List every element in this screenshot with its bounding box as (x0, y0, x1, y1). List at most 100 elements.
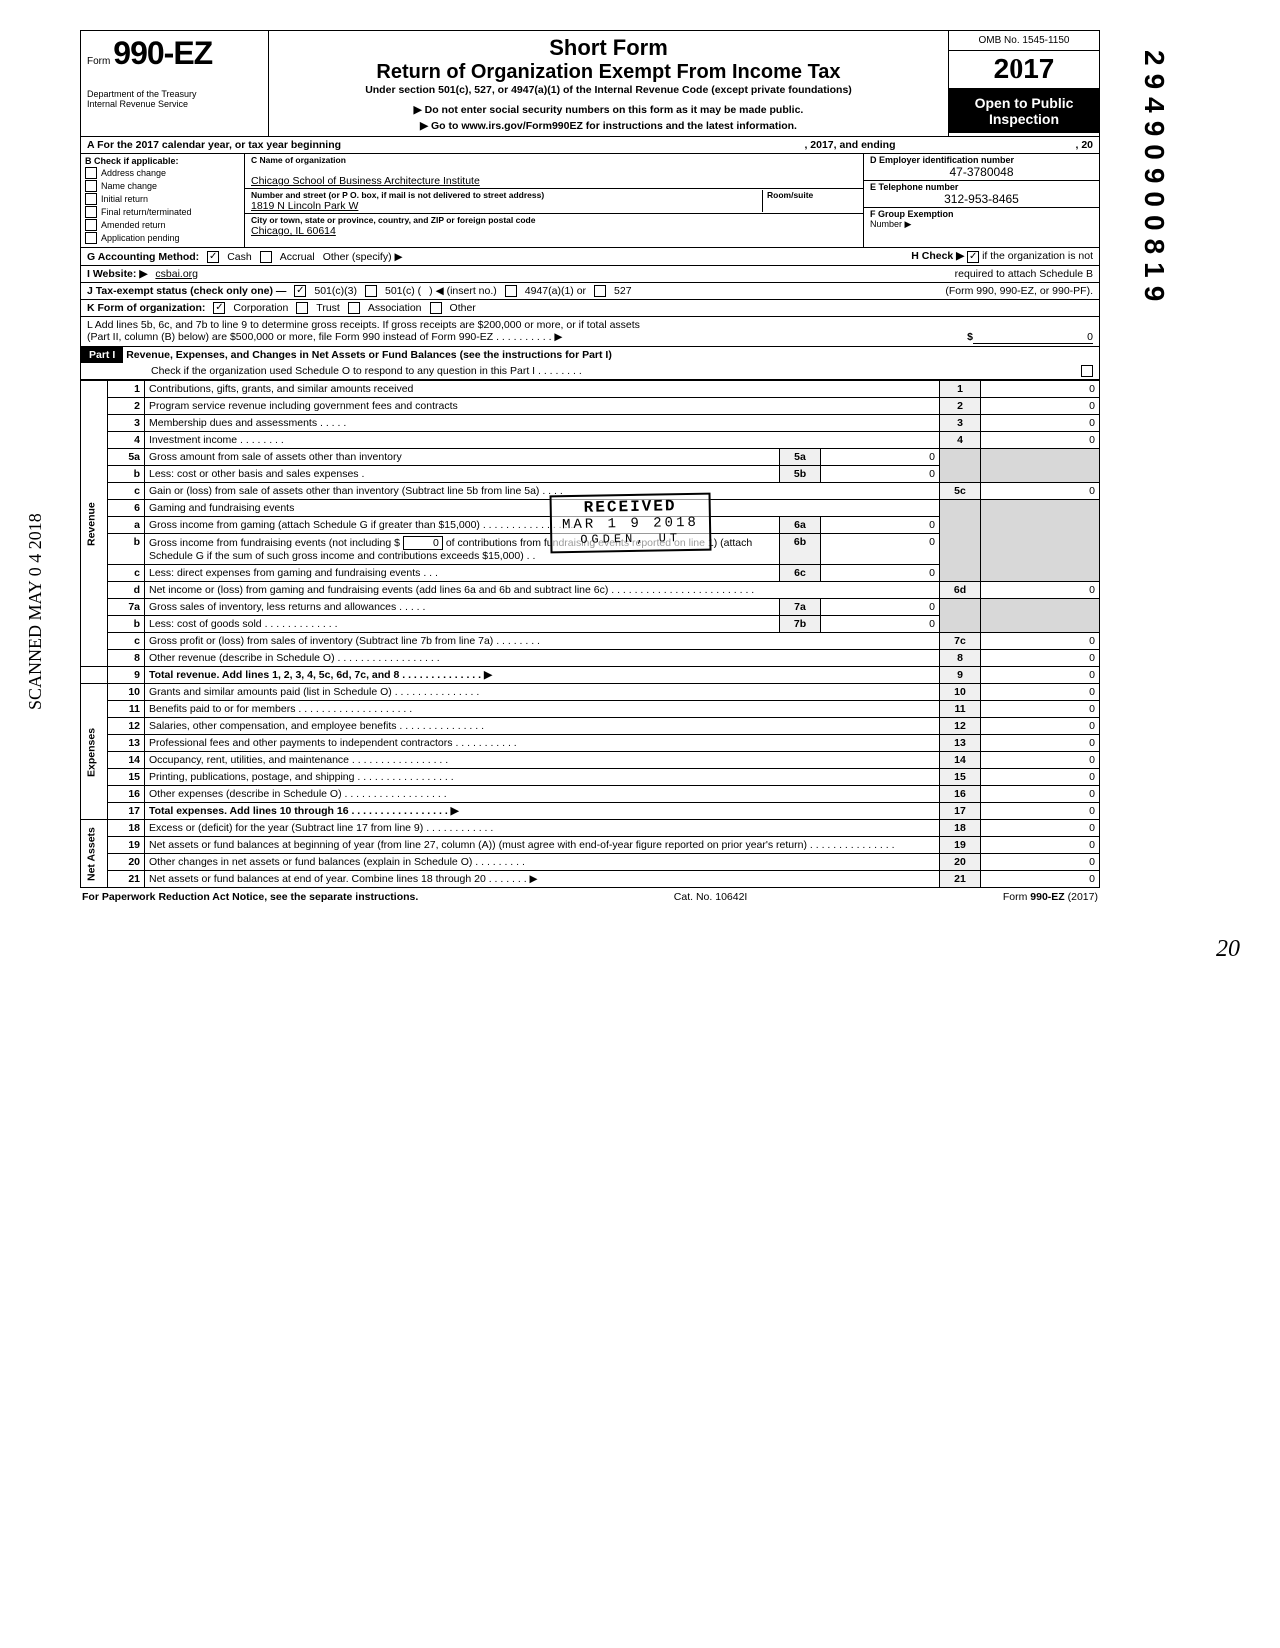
line-2-desc: Program service revenue including govern… (145, 398, 940, 415)
line-4-amt: 0 (981, 432, 1100, 449)
line-7a-desc: Gross sales of inventory, less returns a… (145, 599, 780, 616)
goto-url: ▶ Go to www.irs.gov/Form990EZ for instru… (277, 120, 940, 132)
footer: For Paperwork Reduction Act Notice, see … (80, 888, 1100, 906)
phone: 312-953-8465 (870, 192, 1093, 206)
chk-amended-return[interactable] (85, 219, 97, 231)
line-5b-desc: Less: cost or other basis and sales expe… (145, 466, 780, 483)
line-19-desc: Net assets or fund balances at beginning… (145, 837, 940, 854)
footer-mid: Cat. No. 10642I (674, 891, 748, 903)
line-2-amt: 0 (981, 398, 1100, 415)
sidetab-netassets: Net Assets (81, 820, 108, 888)
street-label: Number and street (or P O. box, if mail … (251, 190, 762, 200)
line-20-amt: 0 (981, 854, 1100, 871)
org-name-label: C Name of organization (251, 155, 857, 165)
line-21-amt: 0 (981, 871, 1100, 888)
org-name: Chicago School of Business Architecture … (251, 175, 857, 187)
form-number: 990-EZ (113, 35, 212, 71)
part1-label: Part I (81, 347, 123, 363)
line-13-desc: Professional fees and other payments to … (145, 735, 940, 752)
row-j-tax-exempt: J Tax-exempt status (check only one) — 5… (80, 282, 1100, 299)
return-title: Return of Organization Exempt From Incom… (277, 61, 940, 84)
line-18-amt: 0 (981, 820, 1100, 837)
chk-501c3[interactable] (294, 285, 306, 297)
line-3-amt: 0 (981, 415, 1100, 432)
line-5a-desc: Gross amount from sale of assets other t… (145, 449, 780, 466)
line-11-amt: 0 (981, 701, 1100, 718)
line-6b-amt: 0 (821, 534, 940, 565)
ein-label: D Employer identification number (870, 155, 1014, 165)
line-4-desc: Investment income . . . . . . . . (145, 432, 940, 449)
line-8-amt: 0 (981, 650, 1100, 667)
line-5a-amt: 0 (821, 449, 940, 466)
chk-application-pending[interactable] (85, 232, 97, 244)
line-5b-amt: 0 (821, 466, 940, 483)
line-15-amt: 0 (981, 769, 1100, 786)
chk-schedule-o-part1[interactable] (1081, 365, 1093, 377)
chk-4947[interactable] (505, 285, 517, 297)
line-6c-amt: 0 (821, 565, 940, 582)
chk-527[interactable] (594, 285, 606, 297)
shade-5 (940, 449, 981, 483)
line-11-desc: Benefits paid to or for members . . . . … (145, 701, 940, 718)
chk-schedule-b[interactable] (967, 251, 979, 263)
line-21-desc: Net assets or fund balances at end of ye… (145, 871, 940, 888)
sidetab-revenue: Revenue (81, 381, 108, 667)
row-g-accounting: G Accounting Method: Cash Accrual Other … (80, 247, 1100, 265)
chk-initial-return[interactable] (85, 193, 97, 205)
chk-501c[interactable] (365, 285, 377, 297)
line-18-desc: Excess or (deficit) for the year (Subtra… (145, 820, 940, 837)
line-7c-desc: Gross profit or (loss) from sales of inv… (145, 633, 940, 650)
chk-corporation[interactable] (213, 302, 225, 314)
chk-trust[interactable] (296, 302, 308, 314)
line-16-amt: 0 (981, 786, 1100, 803)
form-page: 29490900819 SCANNED MAY 0 4 2018 Form 99… (80, 30, 1100, 906)
line-6c-desc: Less: direct expenses from gaming and fu… (145, 565, 780, 582)
line-6d-amt: 0 (981, 582, 1100, 599)
ein: 47-3780048 (870, 165, 1093, 179)
line-1-amt: 0 (981, 381, 1100, 398)
city-label: City or town, state or province, country… (251, 215, 857, 225)
line-6-desc: Gaming and fundraising events (145, 500, 940, 517)
ssn-warning: ▶ Do not enter social security numbers o… (277, 104, 940, 116)
short-form-title: Short Form (277, 35, 940, 61)
line-14-amt: 0 (981, 752, 1100, 769)
chk-name-change[interactable] (85, 180, 97, 192)
line-7c-amt: 0 (981, 633, 1100, 650)
form-header: Form 990-EZ Department of the Treasury I… (80, 30, 1100, 136)
line-6b-contrib-amt[interactable]: 0 (403, 536, 443, 550)
section-de: D Employer identification number 47-3780… (863, 154, 1099, 247)
footer-left: For Paperwork Reduction Act Notice, see … (82, 891, 418, 903)
line-6b-desc: Gross income from fundraising events (no… (145, 534, 780, 565)
line-12-desc: Salaries, other compensation, and employ… (145, 718, 940, 735)
line-5c-amt: 0 (981, 483, 1100, 500)
treasury-dept: Department of the Treasury Internal Reve… (87, 90, 262, 110)
chk-final-return[interactable] (85, 206, 97, 218)
vertical-barcode-number: 29490900819 (1138, 50, 1170, 309)
line-16-desc: Other expenses (describe in Schedule O) … (145, 786, 940, 803)
phone-label: E Telephone number (870, 182, 958, 192)
tax-year: 2017 (949, 51, 1099, 89)
chk-association[interactable] (348, 302, 360, 314)
chk-other-org[interactable] (430, 302, 442, 314)
room-label: Room/suite (767, 190, 857, 200)
line-17-amt: 0 (981, 803, 1100, 820)
line-19-amt: 0 (981, 837, 1100, 854)
row-l-gross-receipts: L Add lines 5b, 6c, and 7b to line 9 to … (80, 316, 1100, 346)
line-17-desc: Total expenses. Add lines 10 through 16 … (149, 805, 459, 817)
chk-accrual[interactable] (260, 251, 272, 263)
street-address: 1819 N Lincoln Park W (251, 200, 762, 212)
row-k-form-org: K Form of organization: Corporation Trus… (80, 299, 1100, 316)
line-6a-desc: Gross income from gaming (attach Schedul… (145, 517, 780, 534)
omb-number: OMB No. 1545-1150 (949, 31, 1099, 51)
line-10-desc: Grants and similar amounts paid (list in… (145, 684, 940, 701)
part1-table: Revenue 1 Contributions, gifts, grants, … (80, 380, 1100, 888)
row-i-website: I Website: ▶ csbai.org required to attac… (80, 265, 1100, 282)
line-7b-desc: Less: cost of goods sold . . . . . . . .… (145, 616, 780, 633)
part1-title: Revenue, Expenses, and Changes in Net As… (126, 349, 612, 361)
chk-cash[interactable] (207, 251, 219, 263)
scanned-stamp: SCANNED MAY 0 4 2018 (25, 513, 46, 710)
org-info-block: B Check if applicable: Address change Na… (80, 153, 1100, 247)
line-15-desc: Printing, publications, postage, and shi… (145, 769, 940, 786)
form-prefix: Form (87, 56, 110, 67)
chk-address-change[interactable] (85, 167, 97, 179)
